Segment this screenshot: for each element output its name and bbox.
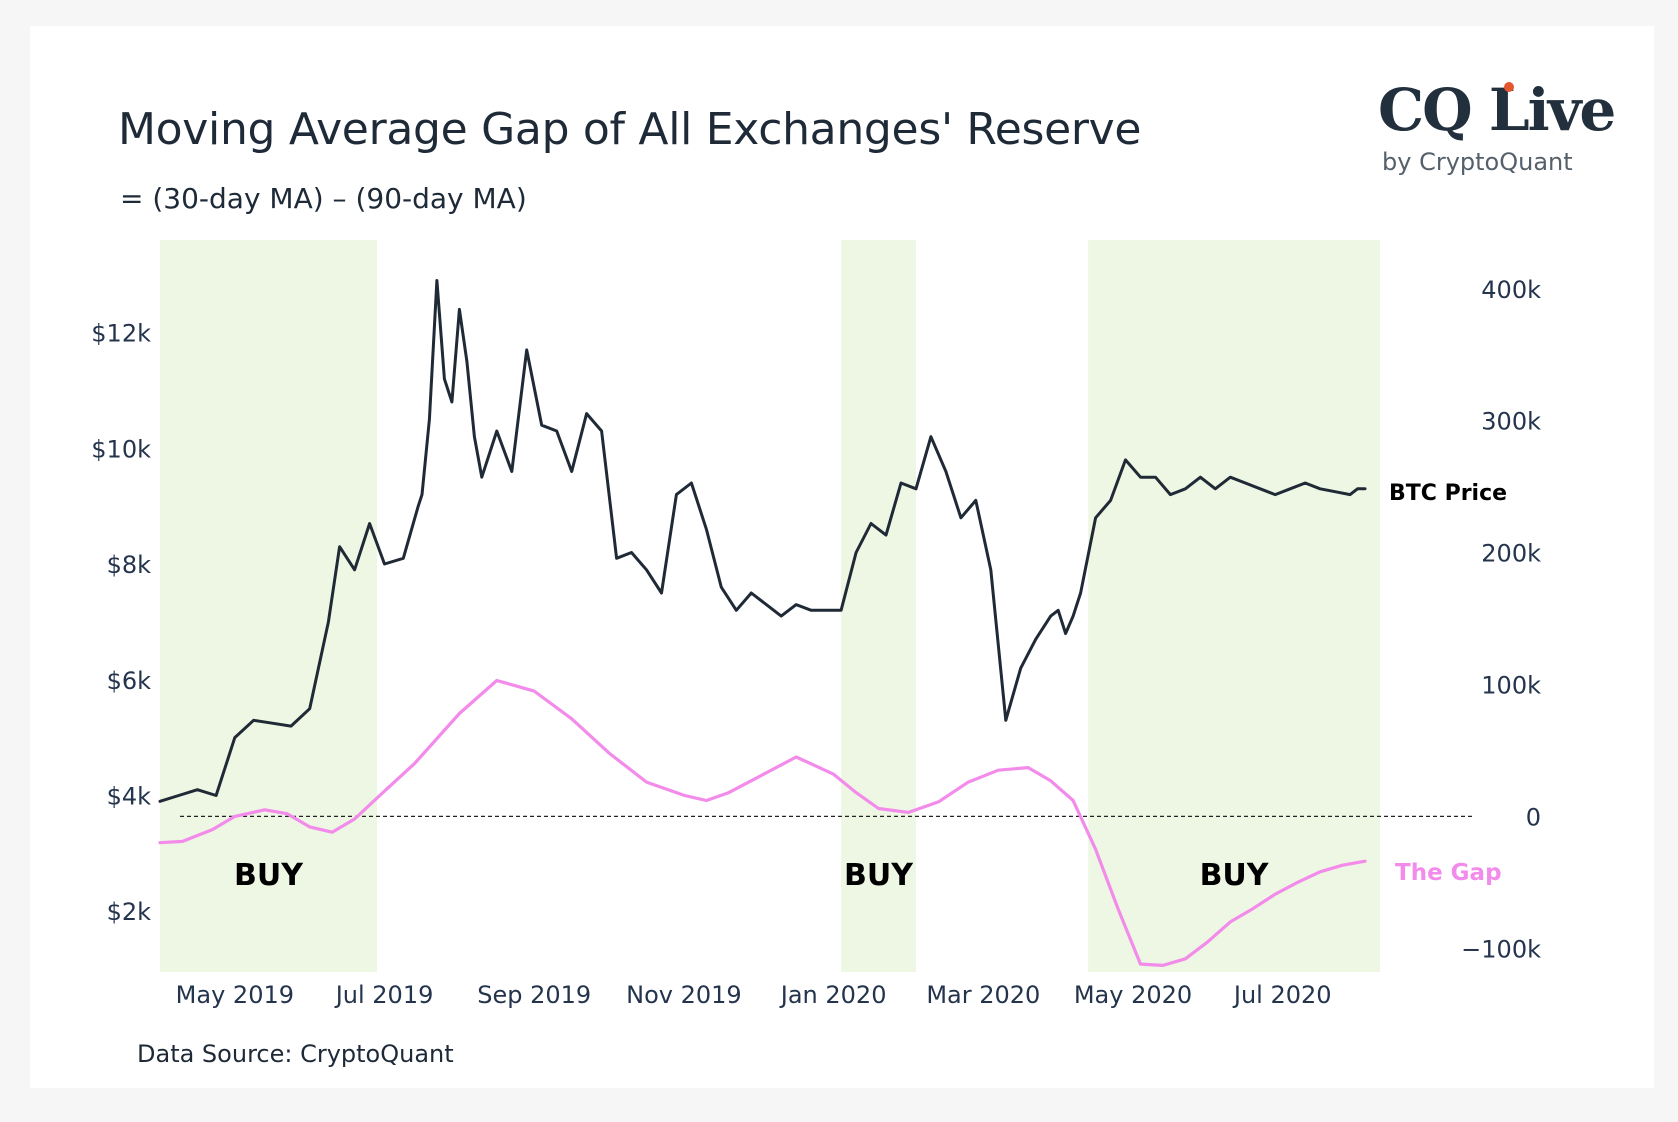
left-axis-tick: $6k: [107, 667, 152, 695]
series-group: [158, 279, 1367, 968]
buy-zone-2: [841, 240, 916, 972]
x-axis-tick: Jul 2020: [1232, 981, 1332, 1009]
right-axis-tick: 100k: [1481, 671, 1541, 699]
left-axis-tick: $2k: [107, 898, 152, 926]
btc-price-label: BTC Price: [1389, 481, 1507, 506]
buy-label-2: BUY: [844, 858, 914, 893]
left-axis-tick: $12k: [91, 320, 151, 348]
left-axis-tick: $10k: [91, 435, 151, 463]
buy-zone-3: [1088, 240, 1380, 972]
right-axis-tick: −100k: [1461, 935, 1541, 963]
left-axis-tick: $4k: [107, 783, 152, 811]
buy-label-1: BUY: [234, 858, 304, 893]
x-axis-tick: May 2019: [176, 981, 294, 1009]
annotations-group: BUY BUY BUY BTC Price The Gap: [234, 481, 1507, 893]
axes-group: $2k $4k $6k $8k $10k $12k −100k 0 100k 200k 300k 40…: [91, 276, 1541, 1009]
x-axis-tick: Jul 2019: [334, 981, 434, 1009]
right-axis-tick: 200k: [1481, 540, 1541, 568]
buy-zone-1: [160, 240, 378, 972]
right-axis-tick: 300k: [1481, 408, 1541, 436]
cq-live-logo: CQ Live: [1378, 76, 1616, 144]
chart-subtitle: = (30-day MA) – (90-day MA): [120, 182, 527, 215]
chart-title: Moving Average Gap of All Exchanges' Res…: [118, 104, 1142, 155]
x-axis-tick: Nov 2019: [626, 981, 742, 1009]
left-axis-tick: $8k: [107, 551, 152, 579]
gap-label: The Gap: [1395, 860, 1502, 886]
x-axis-tick: May 2020: [1074, 981, 1192, 1009]
data-source: Data Source: CryptoQuant: [137, 1040, 454, 1068]
buy-zones: [160, 240, 1380, 972]
logo-byline: by CryptoQuant: [1382, 148, 1573, 176]
buy-label-3: BUY: [1200, 858, 1270, 893]
right-axis-tick: 0: [1526, 803, 1541, 831]
x-axis-tick: Sep 2019: [477, 981, 591, 1009]
right-axis-tick: 400k: [1481, 276, 1541, 304]
x-axis-tick: Mar 2020: [926, 981, 1040, 1009]
logo-dot-icon: [1504, 82, 1514, 92]
x-axis-tick: Jan 2020: [779, 981, 887, 1009]
btc-price-line: [158, 279, 1367, 803]
gap-line: [158, 678, 1367, 968]
